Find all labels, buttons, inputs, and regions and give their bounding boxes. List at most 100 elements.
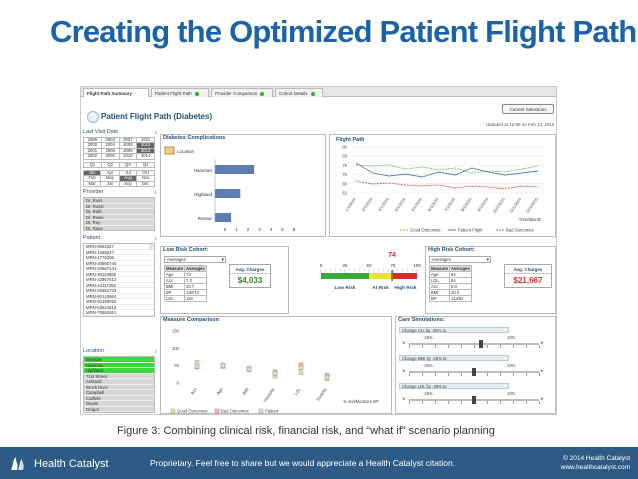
y-tick-label: 150 xyxy=(172,329,180,334)
tab-flight-path-summary[interactable]: Flight Path Summary xyxy=(83,88,149,97)
patient-outcomes-series xyxy=(355,162,539,178)
filter-panel: Last Visit Date ⌕ 1999 2003 2007 2011 2000 200… xyxy=(82,129,159,414)
measure-comparison-chart: 150 100 50 0 A1c Age BMI Diastolic LDL Systolic % … xyxy=(170,329,379,414)
year-row: 2002 2006 2010 2014 xyxy=(83,153,155,160)
slider-left-arrow-icon[interactable]: ◂ xyxy=(402,368,405,374)
location-item[interactable]: Catfield xyxy=(84,395,154,401)
category-label: Rossar xyxy=(198,216,213,221)
slider-left-arrow-icon[interactable]: ◂ xyxy=(402,396,405,402)
diabetes-complications-panel: Diabetes Complications Location Hamman Hig… xyxy=(160,134,326,237)
year-cell[interactable]: 2014 xyxy=(136,153,155,160)
location-item[interactable]: Highland xyxy=(84,368,154,374)
flight-path-chart: 85 83 75 70 65 621/1/2015 2/1/2015 3/1/2015 4/1/… xyxy=(342,145,544,233)
month-cell[interactable]: Mar xyxy=(82,180,102,188)
patient-item[interactable]: MRN-9064327 xyxy=(84,244,154,250)
tab-patient-flight-path[interactable]: Patient Flight Path xyxy=(151,88,209,97)
high-risk-averages-dropdown[interactable]: Averages xyxy=(429,256,491,263)
slider-tick xyxy=(500,345,501,348)
provider-item[interactable]: Dr. Roy xyxy=(84,220,154,226)
tab-cohort-details[interactable]: Cohort Details xyxy=(275,88,323,97)
location-list[interactable]: Member Hamman Highland 71st Street Ashland Br… xyxy=(83,356,155,413)
slider-tick xyxy=(487,373,488,376)
provider-list[interactable]: Dr. Ross Dr. Rossi Dr. Ruth Dr. Rowe Dr. Roy… xyxy=(83,197,155,231)
patient-item[interactable]: MRN-44117282 xyxy=(84,283,154,288)
slider-handle[interactable] xyxy=(478,340,483,348)
quarter-cell[interactable]: Q1 xyxy=(83,161,102,169)
scrollbar[interactable] xyxy=(150,244,154,250)
year-cell[interactable]: 2002 xyxy=(83,153,102,160)
provider-item[interactable]: Dr. Ross xyxy=(84,198,154,204)
quarter-cell[interactable]: Q4 xyxy=(136,161,155,169)
axis-tick-label: 3 xyxy=(258,227,261,232)
good-outcome-marker xyxy=(194,360,200,365)
slider-handle[interactable] xyxy=(472,368,476,376)
gauge-zone-label: At Risk xyxy=(372,285,389,291)
patient-item[interactable]: MRN-20560746 xyxy=(84,261,154,266)
year-cell[interactable]: 2006 xyxy=(100,153,120,160)
location-item[interactable]: Member xyxy=(84,357,154,363)
provider-item[interactable]: Dr. Rowe xyxy=(84,214,154,220)
patient-item[interactable]: MRN-20667141 xyxy=(84,266,154,272)
gauge-zone-label: High Risk xyxy=(394,285,416,291)
search-icon[interactable]: ⌕ xyxy=(154,130,157,136)
x-tick-label: 2/1/2015 xyxy=(360,196,373,212)
search-icon[interactable]: ⌕ xyxy=(154,349,157,355)
year-cell[interactable]: 2010 xyxy=(118,153,138,160)
patient-list[interactable]: MRN-9064327 MRN-1088247 MRN-1776206 MRN-205… xyxy=(83,243,155,317)
low-risk-averages-dropdown[interactable]: Averages xyxy=(164,256,226,263)
month-cell[interactable]: Jun xyxy=(100,180,120,188)
search-icon[interactable]: ⌕ xyxy=(154,190,157,196)
search-icon[interactable]: ⌕ xyxy=(154,236,157,242)
month-cell[interactable]: Dec xyxy=(136,180,155,188)
slider-title: Change A1c by -25% to xyxy=(399,327,509,333)
slider-right-arrow-icon[interactable]: ▸ xyxy=(541,340,544,346)
location-item[interactable]: 71st Street xyxy=(84,373,154,379)
x-tick-label: 10/1/2015 xyxy=(491,196,506,214)
provider-item[interactable]: Dr. Rossi xyxy=(84,203,154,209)
quarter-cell[interactable]: Q2 xyxy=(100,161,120,169)
slider-track[interactable] xyxy=(409,343,539,345)
slider-min-label: -25% xyxy=(423,335,433,340)
location-item[interactable]: Dewitt xyxy=(84,401,154,407)
category-label: Age xyxy=(215,386,224,396)
patient-item[interactable]: MRN-50124564 xyxy=(84,294,154,299)
patient-item[interactable]: MRN-1776206 xyxy=(84,255,154,261)
patient-item[interactable]: MRN-30118865 xyxy=(84,272,154,277)
month-cell[interactable]: Sep xyxy=(118,180,138,188)
website-link[interactable]: www.healthcatalyst.com xyxy=(560,464,630,471)
footer: Health Catalyst Proprietary. Feel free t… xyxy=(0,447,638,479)
slider-tick xyxy=(461,401,462,404)
location-item[interactable]: Drager xyxy=(84,406,154,412)
patient-item[interactable]: MRN-40852733 xyxy=(84,288,154,294)
current-selections-button[interactable]: Current Selections xyxy=(502,104,554,114)
slider-right-arrow-icon[interactable]: ▸ xyxy=(541,396,544,402)
location-item[interactable]: Ashland xyxy=(84,379,154,385)
location-item[interactable]: Brock River xyxy=(84,384,154,390)
slider-handle[interactable] xyxy=(472,396,476,404)
gauge-tick-label: 75 xyxy=(390,263,396,268)
care-simulation-slider-0: Change A1c by -25% to -25% 10% ◂ ▸ xyxy=(399,327,552,351)
patient-item[interactable]: MRN-63824816 xyxy=(84,305,154,310)
legend-swatch xyxy=(258,408,264,414)
patient-item[interactable]: MRN-1088247 xyxy=(84,250,154,255)
y-tick-label: 50 xyxy=(174,363,179,368)
complication-bar xyxy=(215,189,241,198)
location-item[interactable]: Campbell xyxy=(84,390,154,396)
bad-outcomes-series xyxy=(355,180,539,190)
quarter-cell[interactable]: Q3 xyxy=(118,161,138,169)
location-item[interactable]: Hamman xyxy=(84,362,154,368)
provider-item[interactable]: Dr. Raye xyxy=(84,225,154,230)
gauge-segment xyxy=(369,273,393,279)
slider-right-arrow-icon[interactable]: ▸ xyxy=(541,368,544,374)
patient-item[interactable]: MRN-70893361 xyxy=(84,310,154,316)
provider-item[interactable]: Dr. Ruth xyxy=(84,209,154,215)
slider-left-arrow-icon[interactable]: ◂ xyxy=(402,340,405,346)
tab-provider-comparison[interactable]: Provider Comparison xyxy=(211,88,273,97)
gauge-segment xyxy=(321,273,369,279)
slider-tick xyxy=(526,345,527,348)
complications-chart: Location Hamman Highland Rossar 0 1 2 3 4 5 6 xyxy=(164,146,296,232)
patient-item[interactable]: MRN-32867612 xyxy=(84,277,154,283)
copyright-block: © 2014 Health Catalyst www.healthcatalys… xyxy=(561,454,630,472)
patient-item[interactable]: MRN-60159050 xyxy=(84,299,154,305)
